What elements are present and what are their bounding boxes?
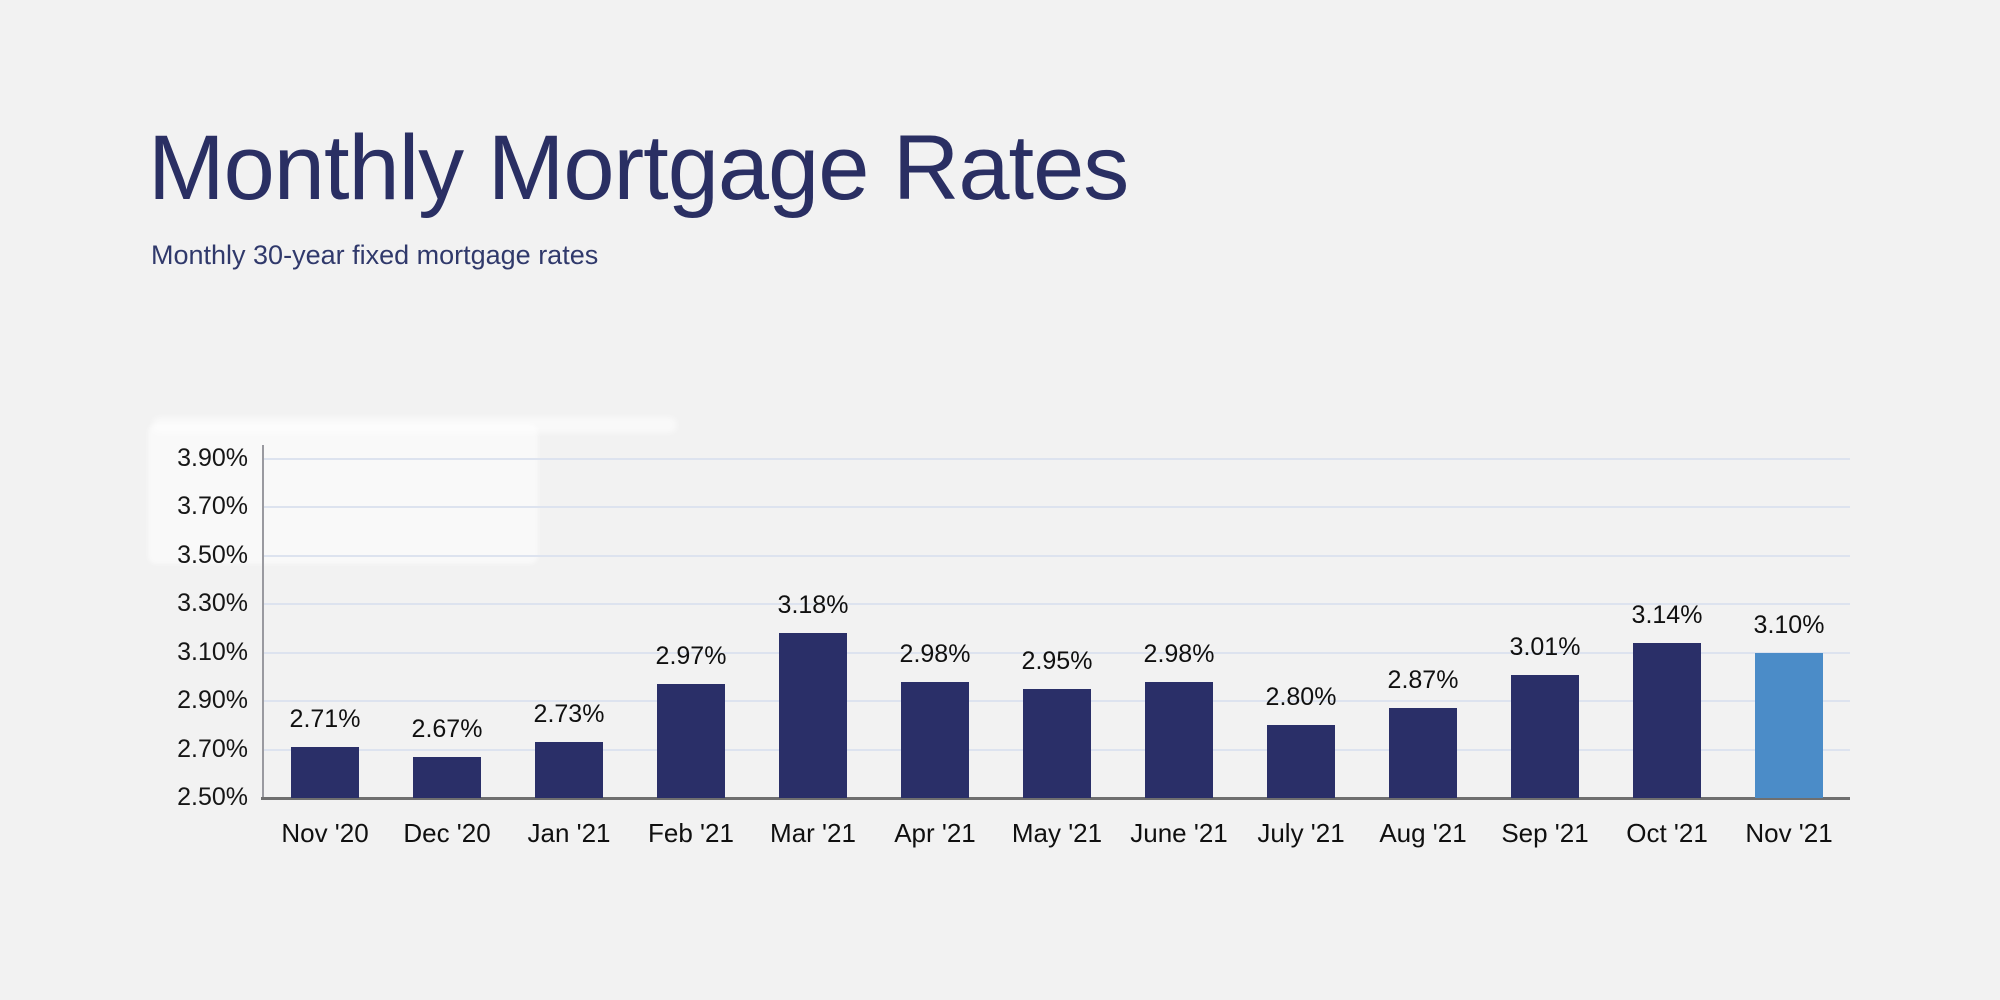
- x-tick-label: July '21: [1257, 818, 1345, 848]
- y-axis-line: [262, 445, 264, 800]
- x-tick-label: Aug '21: [1379, 818, 1467, 848]
- bar: [779, 633, 847, 798]
- bar: [413, 756, 481, 798]
- bar: [901, 681, 969, 798]
- bar: [291, 747, 359, 798]
- x-tick-label: Feb '21: [648, 818, 734, 848]
- bar-value-label: 2.80%: [1265, 683, 1337, 712]
- bar-value-label: 2.98%: [1143, 639, 1215, 668]
- gridline: [262, 506, 1850, 509]
- gridline: [262, 651, 1850, 654]
- bar-value-label: 2.71%: [289, 705, 361, 734]
- bar-value-label: 2.98%: [899, 639, 971, 668]
- bar-value-label: 2.67%: [411, 714, 483, 743]
- bar: [657, 684, 725, 798]
- bar-value-label: 2.95%: [1021, 647, 1093, 676]
- x-tick-label: Sep '21: [1501, 818, 1589, 848]
- y-tick-label: 3.50%: [177, 540, 248, 569]
- x-tick-label: June '21: [1130, 818, 1228, 848]
- bar: [1389, 708, 1457, 798]
- x-axis-line: [261, 797, 1850, 800]
- y-tick-label: 3.10%: [177, 637, 248, 666]
- gridline: [262, 458, 1850, 460]
- y-tick-label: 3.90%: [177, 444, 248, 472]
- x-tick-label: Oct '21: [1626, 818, 1708, 848]
- bar: [1267, 725, 1335, 798]
- y-tick-label: 3.70%: [177, 492, 248, 521]
- x-tick-label: Dec '20: [403, 818, 491, 848]
- x-tick-label: Mar '21: [770, 818, 856, 848]
- page-subtitle: Monthly 30-year fixed mortgage rates: [151, 240, 599, 270]
- bar-value-label: 2.73%: [533, 700, 605, 729]
- bar: [1023, 689, 1091, 798]
- bar-value-label: 2.87%: [1387, 666, 1459, 695]
- x-tick-label: Apr '21: [894, 818, 976, 848]
- bar: [535, 742, 603, 798]
- y-tick-label: 2.70%: [177, 734, 248, 763]
- page-title: Monthly Mortgage Rates: [148, 117, 1129, 219]
- highlight-overlay-panel: [148, 424, 538, 564]
- bar: [1633, 643, 1701, 798]
- bar-value-label: 3.14%: [1631, 601, 1703, 630]
- bar: [1511, 674, 1579, 798]
- bar-value-label: 3.18%: [777, 591, 849, 620]
- x-tick-label: May '21: [1011, 818, 1103, 848]
- bar-value-label: 3.01%: [1509, 632, 1581, 661]
- x-tick-label: Nov '20: [281, 818, 369, 848]
- bar: [1755, 652, 1823, 798]
- bar: [1145, 681, 1213, 798]
- x-tick-label: Jan '21: [527, 818, 611, 848]
- x-tick-label: Nov '21: [1745, 818, 1833, 848]
- y-tick-label: 2.90%: [177, 686, 248, 715]
- gridline: [262, 603, 1850, 606]
- gridline: [262, 554, 1850, 557]
- y-tick-label: 2.50%: [177, 783, 248, 811]
- y-tick-label: 3.30%: [177, 589, 248, 618]
- bar-value-label: 3.10%: [1753, 610, 1825, 639]
- bar-value-label: 2.97%: [655, 642, 727, 671]
